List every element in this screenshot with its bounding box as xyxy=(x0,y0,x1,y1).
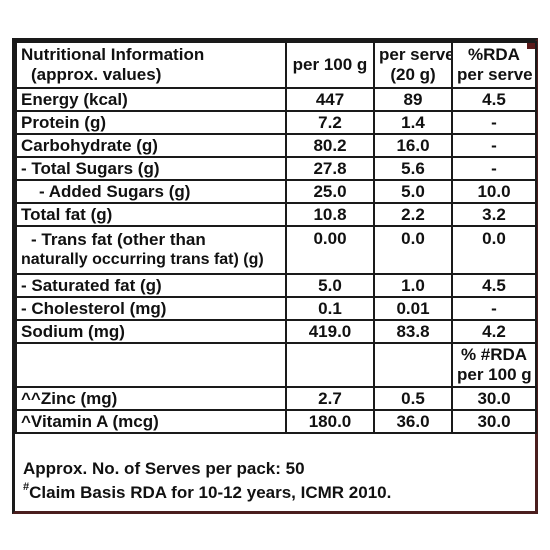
per100-column-header: per 100 g xyxy=(285,41,375,89)
rda-value: 10.0 xyxy=(451,179,537,204)
rda-value: 30.0 xyxy=(451,386,537,411)
serve-value: 5.0 xyxy=(373,179,453,204)
rda100-column-header: % #RDA per 100 g xyxy=(451,342,537,388)
rda-value: 4.5 xyxy=(451,87,537,112)
rda-subheader-row: % #RDA per 100 g xyxy=(15,342,537,388)
rda-value: - xyxy=(451,156,537,181)
per100-value: 5.0 xyxy=(285,273,375,298)
claim-basis-line: #Claim Basis RDA for 10-12 years, ICMR 2… xyxy=(23,481,527,505)
table-row: - Cholesterol (mg) 0.1 0.01 - xyxy=(15,296,537,321)
table-row: Total fat (g) 10.8 2.2 3.2 xyxy=(15,202,537,227)
serve-value: 2.2 xyxy=(373,202,453,227)
table-row: ^Vitamin A (mcg) 180.0 36.0 30.0 xyxy=(15,409,537,434)
nutrition-table: Nutritional Information (approx. values)… xyxy=(15,41,537,434)
empty-cell xyxy=(373,342,453,388)
rda100-header-line2: per 100 g xyxy=(457,365,532,384)
per100-value: 0.1 xyxy=(285,296,375,321)
table-row: - Trans fat (other than naturally occurr… xyxy=(15,225,537,275)
rda-value: - xyxy=(451,133,537,158)
nutrient-name: ^^Zinc (mg) xyxy=(15,386,287,411)
rda100-header-line1: % #RDA xyxy=(460,345,528,364)
serve-value: 1.0 xyxy=(373,273,453,298)
per100-value: 180.0 xyxy=(285,409,375,434)
nutrient-header-line1: Nutritional Information xyxy=(21,45,205,64)
rda-value: 4.2 xyxy=(451,319,537,344)
rda-header-line1: %RDA xyxy=(468,45,520,64)
per100-value: 80.2 xyxy=(285,133,375,158)
rda-value: - xyxy=(451,110,537,135)
table-row: - Added Sugars (g) 25.0 5.0 10.0 xyxy=(15,179,537,204)
serve-value: 0.5 xyxy=(373,386,453,411)
per100-value: 0.00 xyxy=(285,225,375,275)
table-row: Sodium (mg) 419.0 83.8 4.2 xyxy=(15,319,537,344)
serve-header-line1: per serve xyxy=(379,45,452,64)
nutrient-name: Total fat (g) xyxy=(15,202,287,227)
nutrition-panel: Nutritional Information (approx. values)… xyxy=(12,38,538,514)
per100-value: 447 xyxy=(285,87,375,112)
per100-value: 25.0 xyxy=(285,179,375,204)
nutrient-header-line2: (approx. values) xyxy=(31,65,162,84)
rda-value: - xyxy=(451,296,537,321)
serve-value: 16.0 xyxy=(373,133,453,158)
serve-value: 1.4 xyxy=(373,110,453,135)
nutrient-name: - Saturated fat (g) xyxy=(15,273,287,298)
nutrient-name: Sodium (mg) xyxy=(15,319,287,344)
table-row: Energy (kcal) 447 89 4.5 xyxy=(15,87,537,112)
table-row: Protein (g) 7.2 1.4 - xyxy=(15,110,537,135)
nutrient-name-line2: naturally occurring trans fat) (g) xyxy=(21,251,264,268)
table-row: - Total Sugars (g) 27.8 5.6 - xyxy=(15,156,537,181)
nutrient-name-line1: - Trans fat (other than xyxy=(31,230,206,249)
serve-value: 5.6 xyxy=(373,156,453,181)
per100-value: 7.2 xyxy=(285,110,375,135)
table-row: ^^Zinc (mg) 2.7 0.5 30.0 xyxy=(15,386,537,411)
nutrient-name: - Trans fat (other than naturally occurr… xyxy=(15,225,287,275)
rda-header-line2: per serve xyxy=(457,65,533,84)
serves-per-pack-text: Approx. No. of Serves per pack: 50 xyxy=(23,459,305,478)
table-header-row: Nutritional Information (approx. values)… xyxy=(15,41,537,89)
per100-value: 2.7 xyxy=(285,386,375,411)
serve-value: 89 xyxy=(373,87,453,112)
nutrient-name: Protein (g) xyxy=(15,110,287,135)
per100-value: 27.8 xyxy=(285,156,375,181)
rda-value: 4.5 xyxy=(451,273,537,298)
nutrient-name: - Added Sugars (g) xyxy=(15,179,287,204)
serve-value: 0.0 xyxy=(373,225,453,275)
per100-value: 10.8 xyxy=(285,202,375,227)
rda-value: 30.0 xyxy=(451,409,537,434)
nutrient-name: Energy (kcal) xyxy=(15,87,287,112)
serve-header-line2: (20 g) xyxy=(390,65,436,84)
rda-column-header: %RDA per serve xyxy=(451,41,537,89)
nutrient-name: ^Vitamin A (mcg) xyxy=(15,409,287,434)
nutrient-name: Carbohydrate (g) xyxy=(15,133,287,158)
table-row: Carbohydrate (g) 80.2 16.0 - xyxy=(15,133,537,158)
rda-value: 0.0 xyxy=(451,225,537,275)
serve-value: 36.0 xyxy=(373,409,453,434)
claim-mark: # xyxy=(23,481,30,493)
table-footer: Approx. No. of Serves per pack: 50 #Clai… xyxy=(15,455,535,507)
nutrient-name: - Total Sugars (g) xyxy=(15,156,287,181)
serve-value: 0.01 xyxy=(373,296,453,321)
nutrient-name: - Cholesterol (mg) xyxy=(15,296,287,321)
empty-cell xyxy=(285,342,375,388)
claim-basis-text: Claim Basis RDA for 10-12 years, ICMR 20… xyxy=(29,483,392,502)
serve-column-header: per serve (20 g) xyxy=(373,41,453,89)
table-row: - Saturated fat (g) 5.0 1.0 4.5 xyxy=(15,273,537,298)
serve-value: 83.8 xyxy=(373,319,453,344)
empty-cell xyxy=(15,342,287,388)
nutrient-column-header: Nutritional Information (approx. values) xyxy=(15,41,287,89)
per100-value: 419.0 xyxy=(285,319,375,344)
rda-value: 3.2 xyxy=(451,202,537,227)
